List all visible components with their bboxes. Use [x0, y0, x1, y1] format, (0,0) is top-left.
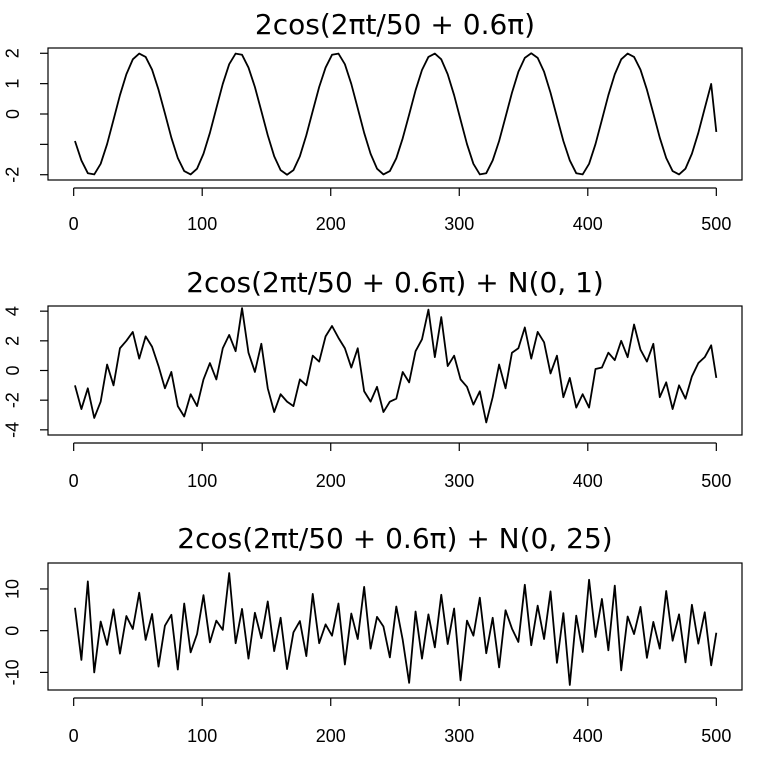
- x-tick-label: 100: [187, 471, 217, 491]
- x-tick-label: 300: [444, 214, 474, 234]
- series-line-1: [74, 307, 718, 424]
- y-tick-label: -10: [3, 659, 23, 685]
- chart-title: 2cos(2πt/50 + 0.6π) + N(0, 25): [177, 522, 612, 555]
- x-tick-label: 200: [316, 214, 346, 234]
- x-tick-label: 200: [316, 726, 346, 746]
- x-tick-label: 500: [701, 471, 731, 491]
- y-tick-label: 2: [3, 48, 23, 58]
- y-tick-label: 2: [3, 336, 23, 346]
- x-tick-label: 200: [316, 471, 346, 491]
- x-tick-label: 400: [573, 471, 603, 491]
- plot-frame: [47, 305, 743, 436]
- x-tick-label: 100: [187, 214, 217, 234]
- y-tick-label: -2: [3, 392, 23, 408]
- y-tick-label: -4: [3, 422, 23, 438]
- y-tick-label: 0: [3, 626, 23, 636]
- x-tick-label: 500: [701, 726, 731, 746]
- plot-frame: [47, 562, 743, 691]
- x-tick-label: 400: [573, 726, 603, 746]
- y-tick-label: -2: [3, 167, 23, 183]
- y-tick-label: 10: [3, 579, 23, 599]
- x-tick-label: 300: [444, 471, 474, 491]
- series-line-1: [74, 572, 718, 686]
- x-tick-label: 400: [573, 214, 603, 234]
- series-line-1: [74, 52, 718, 176]
- y-tick-label: 0: [3, 109, 23, 119]
- chart-panel-2: 2cos(2πt/50 + 0.6π) + N(0, 1) 0 100 200 300 4…: [3, 266, 743, 491]
- y-tick-label: 4: [3, 306, 23, 316]
- x-tick-label: 100: [187, 726, 217, 746]
- x-tick-label: 500: [701, 214, 731, 234]
- chart-panel-3: 2cos(2πt/50 + 0.6π) + N(0, 25)0 100 200 300…: [3, 522, 743, 746]
- x-tick-label: 300: [444, 726, 474, 746]
- chart-panel-1: 2cos(2πt/50 + 0.6π) 0 100 200 300 400 500 -2 0 1 2: [3, 8, 743, 234]
- x-tick-label: 0: [69, 471, 79, 491]
- chart-title: 2cos(2πt/50 + 0.6π): [255, 8, 535, 41]
- x-tick-label: 0: [69, 214, 79, 234]
- x-tick-label: 0: [69, 726, 79, 746]
- chart-title: 2cos(2πt/50 + 0.6π) + N(0, 1): [186, 266, 604, 299]
- y-tick-label: 0: [3, 365, 23, 375]
- y-tick-label: 1: [3, 79, 23, 89]
